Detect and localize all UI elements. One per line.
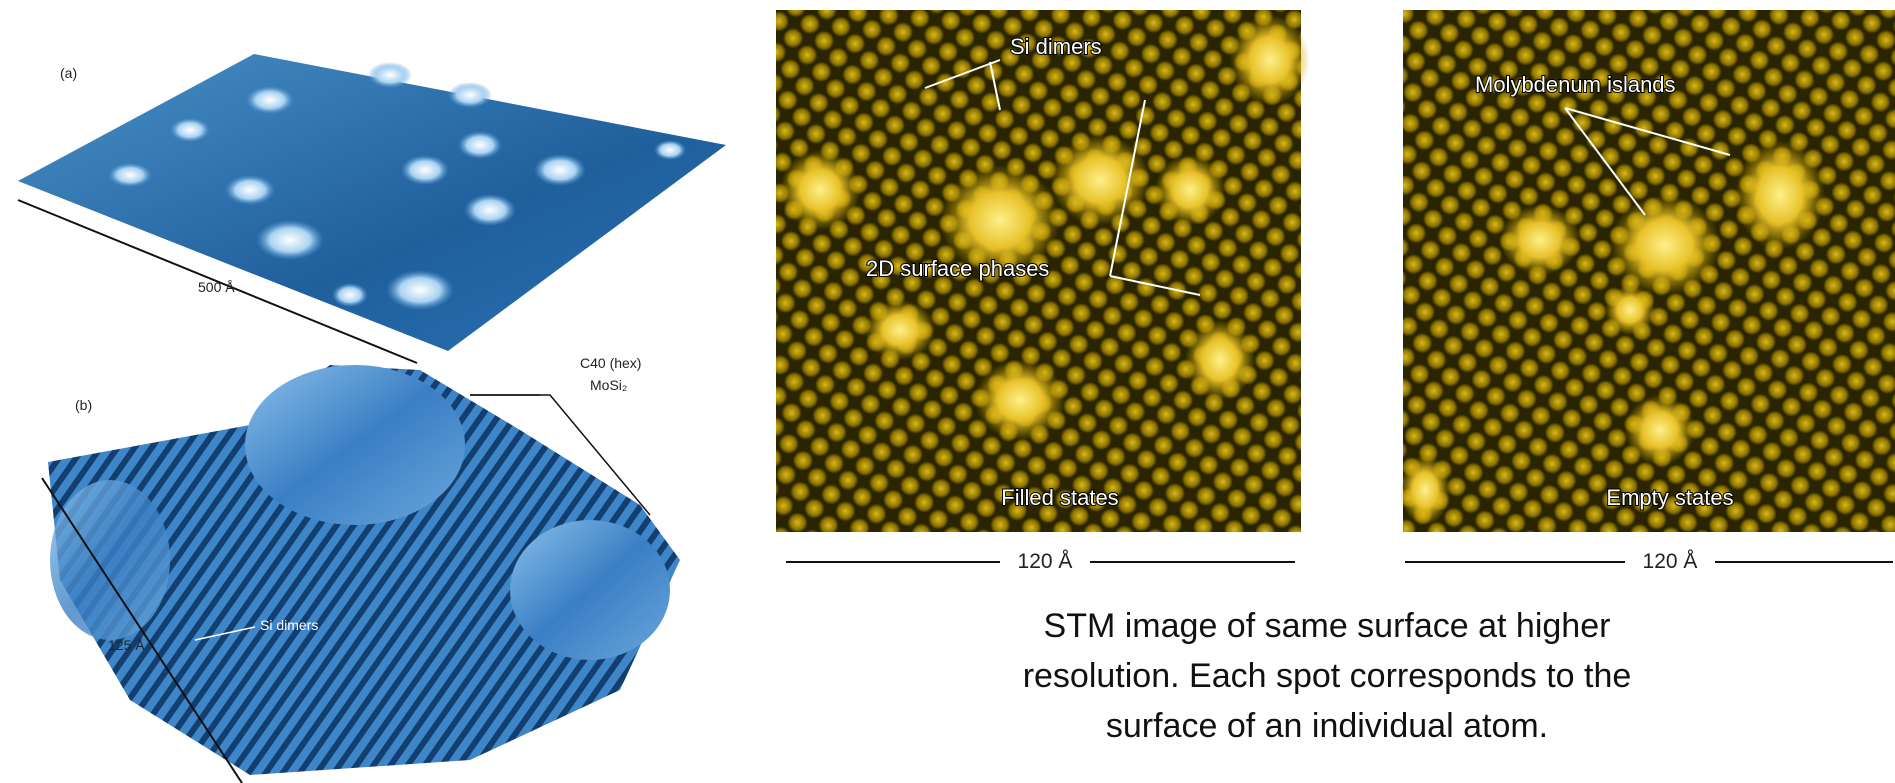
island-b bbox=[510, 520, 670, 660]
annotation: Si dimers bbox=[260, 617, 318, 633]
annotation: Molybdenum islands bbox=[1475, 72, 1676, 97]
annotation: 2D surface phases bbox=[866, 256, 1049, 281]
caption-line: STM image of same surface at higher bbox=[1044, 607, 1611, 645]
caption-line: resolution. Each spot corresponds to the bbox=[1023, 657, 1632, 695]
caption-line: surface of an individual atom. bbox=[1106, 707, 1548, 745]
island-b bbox=[245, 365, 465, 525]
panel-label: (b) bbox=[75, 397, 92, 413]
scale-label: 120 Å bbox=[1018, 550, 1073, 573]
annotation: MoSi₂ bbox=[590, 377, 627, 393]
scale-label: 125 Å bbox=[108, 637, 145, 653]
state-label: Empty states bbox=[1606, 485, 1733, 510]
annotation: Si dimers bbox=[1010, 34, 1102, 59]
stm-surface-a bbox=[18, 54, 726, 351]
scale-label: 500 Å bbox=[198, 279, 235, 295]
state-label: Filled states bbox=[1001, 485, 1118, 510]
island-b bbox=[50, 480, 170, 640]
panel-label: (a) bbox=[60, 65, 77, 81]
scale-label: 120 Å bbox=[1643, 550, 1698, 573]
annotation: C40 (hex) bbox=[580, 355, 641, 371]
figure: (a) 500 Å (b) C40 (hex) MoSi₂ 125 Å Si d… bbox=[0, 0, 1895, 783]
